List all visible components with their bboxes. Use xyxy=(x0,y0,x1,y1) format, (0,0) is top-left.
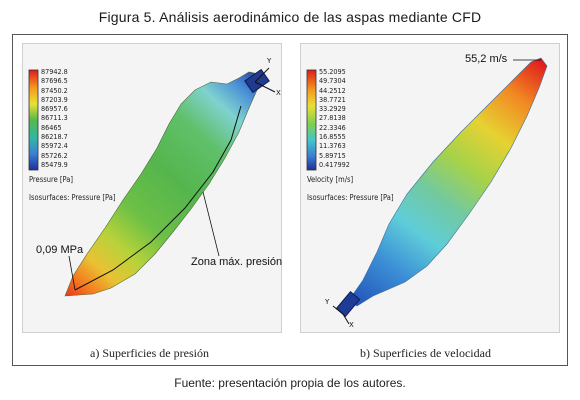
pressure-legend-tick: 85479.9 xyxy=(41,159,68,169)
velocity-axis-x-label: X xyxy=(349,321,354,329)
pressure-legend-tick: 85972.4 xyxy=(41,141,68,151)
pressure-blade-render xyxy=(28,67,276,297)
pressure-legend-tick: 87203.9 xyxy=(41,94,68,104)
velocity-legend-title: Velocity [m/s] xyxy=(307,175,354,184)
pressure-legend-labels: 87942.8 87696.5 87450.2 87203.9 86957.6 86711… xyxy=(41,67,68,169)
pressure-axis-y-label: Y xyxy=(267,57,272,65)
pressure-axis-x-label: X xyxy=(276,89,281,97)
velocity-legend-tick: 38.7721 xyxy=(319,94,346,104)
velocity-legend-tick: 22.3346 xyxy=(319,122,346,132)
pressure-panel: 87942.8 87696.5 87450.2 87203.9 86957.6 86711… xyxy=(22,43,282,333)
velocity-legend-tick: 49.7304 xyxy=(319,76,346,86)
pressure-legend-gradient xyxy=(28,69,39,171)
pressure-legend-title: Pressure [Pa] xyxy=(29,175,74,184)
pressure-legend-tick: 86218.7 xyxy=(41,132,68,142)
pressure-legend-tick: 86711.3 xyxy=(41,113,68,123)
max-pressure-value: 0,09 MPa xyxy=(36,244,84,256)
velocity-panel: 55.2095 49.7304 44.2512 38.7721 33.2929 27.81… xyxy=(300,43,560,333)
velocity-caption: b) Superficies de velocidad xyxy=(360,346,491,360)
pressure-legend-tick: 87450.2 xyxy=(41,85,68,95)
pressure-legend-tick: 86465 xyxy=(41,122,62,132)
max-pressure-zone-label: Zona máx. presión xyxy=(191,256,283,268)
max-pressure-line xyxy=(74,105,242,291)
pressure-legend-tick: 87942.8 xyxy=(41,67,68,76)
pressure-caption: a) Superficies de presión xyxy=(90,346,209,360)
pressure-legend-tick: 86957.6 xyxy=(41,104,68,114)
velocity-legend-tick: 16.8555 xyxy=(319,132,346,142)
velocity-blade-shape xyxy=(348,57,548,307)
velocity-legend-tick: 0.417992 xyxy=(319,159,350,169)
velocity-legend-tick: 44.2512 xyxy=(319,85,346,95)
max-velocity-value: 55,2 m/s xyxy=(465,53,508,65)
pressure-isosurface-label: Isosurfaces: Pressure [Pa] xyxy=(29,193,116,202)
pressure-legend-tick: 87696.5 xyxy=(41,76,68,86)
velocity-legend-tick: 27.8138 xyxy=(319,113,346,123)
velocity-legend-gradient xyxy=(306,69,317,171)
velocity-blade-render xyxy=(306,57,548,325)
velocity-legend-tick: 11.3763 xyxy=(319,141,346,151)
figure-title: Figura 5. Análisis aerodinámico de las a… xyxy=(98,9,482,25)
velocity-legend-tick: 33.2929 xyxy=(319,104,346,114)
pressure-blade-shape xyxy=(64,71,264,297)
velocity-legend-tick: 55.2095 xyxy=(319,67,346,76)
velocity-legend-tick: 5.89715 xyxy=(319,150,346,160)
pressure-hub xyxy=(244,68,270,94)
pressure-legend-tick: 85726.2 xyxy=(41,150,68,160)
velocity-isosurface-label: Isosurfaces: Pressure [Pa] xyxy=(307,193,394,202)
velocity-axis-y-label: Y xyxy=(325,298,330,306)
figure-source: Fuente: presentación propia de los autor… xyxy=(174,376,406,390)
figure-frame xyxy=(12,34,568,366)
velocity-legend-labels: 55.2095 49.7304 44.2512 38.7721 33.2929 27.81… xyxy=(319,67,350,169)
